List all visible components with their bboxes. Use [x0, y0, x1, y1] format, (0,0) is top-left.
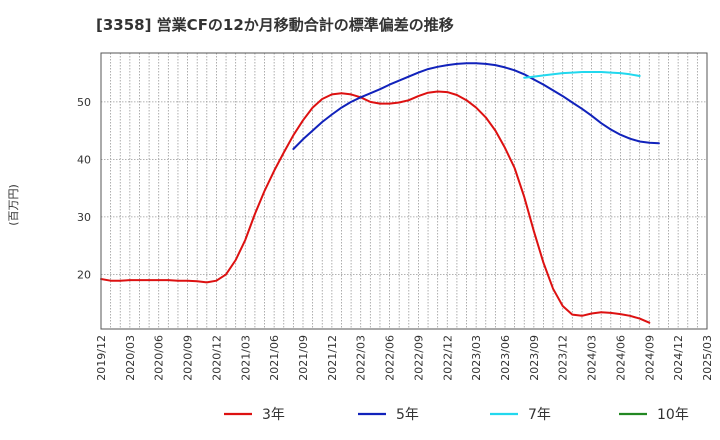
- grid: [101, 53, 707, 329]
- x-tick-label: 2021/03: [239, 335, 252, 381]
- x-tick-label: 2020/03: [124, 335, 137, 381]
- x-tick-label: 2024/12: [672, 335, 685, 381]
- x-tick-label: 2022/03: [355, 335, 368, 381]
- x-tick-label: 2021/09: [297, 335, 310, 381]
- x-tick-label: 2021/12: [326, 335, 339, 381]
- y-tick-label: 30: [77, 211, 91, 224]
- y-axis-label: (百万円): [7, 184, 20, 226]
- x-tick-label: 2024/09: [643, 335, 656, 381]
- legend-label: 3年: [262, 407, 285, 423]
- x-tick-label: 2022/06: [384, 335, 397, 381]
- x-tick-label: 2024/06: [614, 335, 627, 381]
- series-line-7年: [523, 71, 641, 79]
- series-line-3年: [100, 90, 651, 324]
- x-tick-label: 2023/06: [499, 335, 512, 381]
- series-layer: [100, 62, 660, 324]
- x-tick-label: 2019/12: [95, 335, 108, 381]
- legend-label: 7年: [528, 407, 551, 423]
- x-tick-label: 2022/09: [412, 335, 425, 381]
- y-tick-label: 40: [77, 153, 91, 166]
- x-tick-label: 2020/06: [153, 335, 166, 381]
- x-tick-label: 2023/03: [470, 335, 483, 381]
- series-line-5年: [292, 62, 660, 150]
- legend-label: 10年: [657, 407, 689, 423]
- x-tick-label: 2025/03: [701, 335, 714, 381]
- x-tick-label: 2023/09: [528, 335, 541, 381]
- x-tick-label: 2022/12: [441, 335, 454, 381]
- x-tick-label: 2020/12: [210, 335, 223, 381]
- y-tick-label: 50: [77, 96, 91, 109]
- legend-label: 5年: [396, 407, 419, 423]
- legend: 3年 5年 7年 10年: [224, 407, 689, 423]
- x-tick-label: 2024/03: [586, 335, 599, 381]
- x-tick-label: 2023/12: [557, 335, 570, 381]
- plot-frame: [100, 52, 708, 330]
- y-tick-label: 20: [77, 268, 91, 281]
- x-tick-label: 2020/09: [182, 335, 195, 381]
- y-tick-labels: 20 30 40 50: [77, 96, 91, 282]
- x-tick-label: 2021/06: [268, 335, 281, 381]
- x-tick-labels: 2019/12 2020/03 2020/06 2020/09 2020/12 2021/…: [95, 335, 714, 381]
- chart-title: [3358] 営業CFの12か月移動合計の標準偏差の推移: [96, 16, 454, 34]
